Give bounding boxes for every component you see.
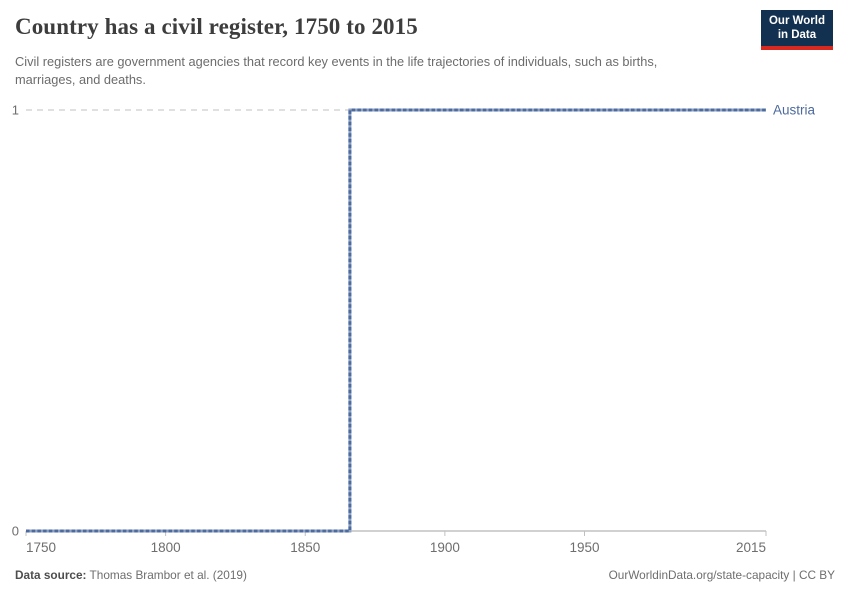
owid-logo: Our World in Data [760,10,833,50]
y-tick-label-0: 0 [12,524,19,539]
data-source: Data source: Thomas Brambor et al. (2019… [15,568,247,582]
license-note: OurWorldinData.org/state-capacity | CC B… [608,568,835,582]
x-tick-label-1900: 1900 [430,540,460,555]
owid-logo-line2: in Data [777,28,817,41]
chart-footer: Data source: Thomas Brambor et al. (2019… [15,568,835,582]
x-tick-label-1950: 1950 [569,540,599,555]
series-line-base-austria [26,108,766,533]
page-title: Country has a civil register, 1750 to 20… [15,14,418,39]
entity-label-austria: Austria [773,103,816,118]
series-line-austria [26,108,766,533]
data-source-value: Thomas Brambor et al. (2019) [89,568,247,582]
owid-logo-line1: Our World [768,15,825,27]
x-tick-label-1750: 1750 [26,540,56,555]
data-source-label: Data source: [15,568,87,582]
x-tick-label-1800: 1800 [151,540,181,555]
y-tick-label-1: 1 [12,103,19,118]
x-tick-label-2015: 2015 [736,540,766,555]
x-tick-label-1850: 1850 [290,540,320,555]
chart-subtitle: Civil registers are government agencies … [15,54,658,87]
